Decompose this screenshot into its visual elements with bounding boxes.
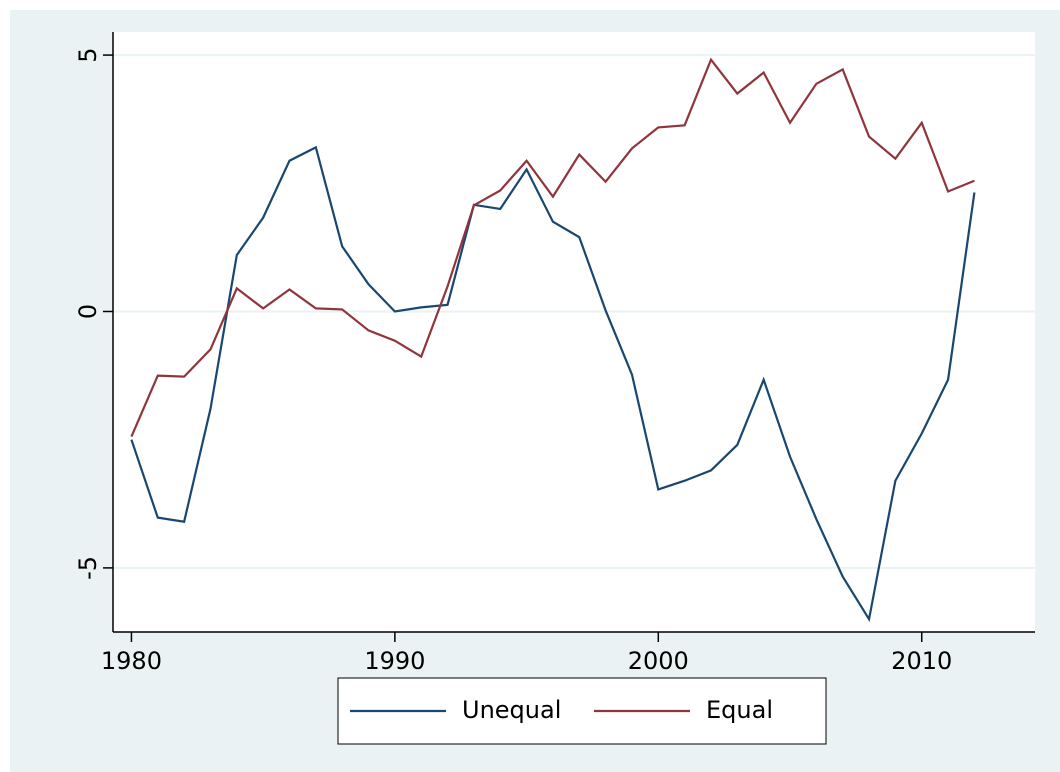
y-tick-label: -5: [74, 556, 102, 580]
y-tick-label: 0: [74, 304, 102, 319]
x-tick-label: 2000: [628, 647, 689, 675]
x-tick-label: 1990: [364, 647, 425, 675]
y-tick-label: 5: [74, 47, 102, 62]
series-line: [130, 145, 976, 623]
x-tick-label: 1980: [101, 647, 162, 675]
series-line: [130, 57, 975, 438]
x-tick-label: 2010: [891, 647, 952, 675]
legend-label: Unequal: [462, 696, 561, 724]
legend-label: Equal: [706, 696, 773, 724]
plot-area: [113, 32, 1035, 632]
